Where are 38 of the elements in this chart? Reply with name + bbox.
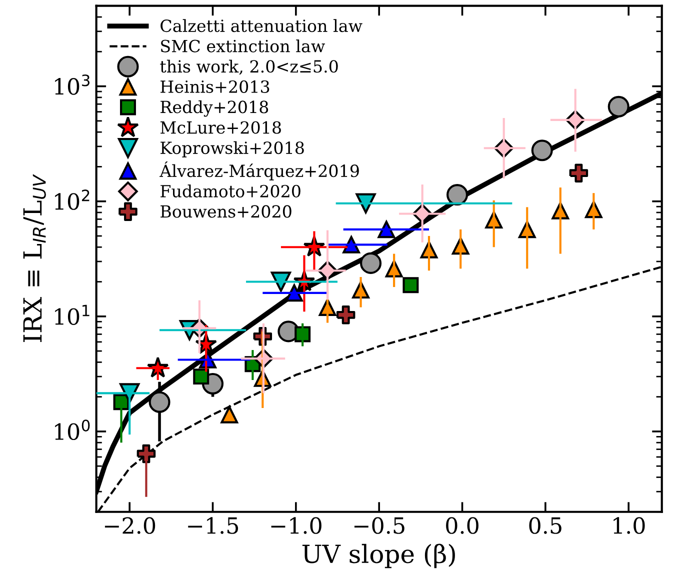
y-tick-label: 10$^{1}$ [55,304,90,325]
legend-label: SMC extinction law [161,39,325,52]
point [446,184,468,206]
y-tick-label: 10$^{2}$ [55,190,90,210]
legend-label: Fudamoto+2020 [160,184,300,198]
point [360,252,382,274]
point [569,164,588,182]
legend-label: this work, 2.0<z≤5.0 [160,60,338,75]
point [220,406,238,424]
x-axis-title: UV slope (β) [302,544,455,568]
legend-label: Álvarez-Márquez+2019 [160,162,359,180]
y-tick-label: 10$^{0}$ [55,420,90,440]
x-tick-label: −0.5 [354,517,404,534]
legend-label: McLure+2018 [160,121,281,134]
point [402,277,419,294]
point [270,272,292,292]
point [608,96,630,118]
x-tick-label: 0.0 [446,517,478,534]
x-tick-label: −1.5 [188,517,238,534]
point [286,284,303,302]
x-tick-label: −1.0 [271,517,322,534]
legend-label: Bouwens+2020 [160,205,292,218]
point [148,391,170,413]
point [531,140,553,162]
legend-label: Reddy+2018 [160,100,268,117]
x-tick-label: −2.0 [104,517,156,534]
y-axis-title: IRX ≡ L$_{IR}$/L$_{UV}$ [23,174,46,342]
point [342,236,360,254]
point [356,193,376,214]
x-tick-label: 1.0 [614,517,645,534]
point [193,368,210,385]
legend-label: Calzetti attenuation law [160,19,362,32]
legend-label: Heinis+2013 [160,80,270,93]
point [336,306,356,324]
x-tick-label: 0.5 [529,517,562,534]
y-tick-label: 10$^{3}$ [55,74,90,95]
point [378,220,396,238]
legend-label: Koprowski+2018 [160,141,304,158]
